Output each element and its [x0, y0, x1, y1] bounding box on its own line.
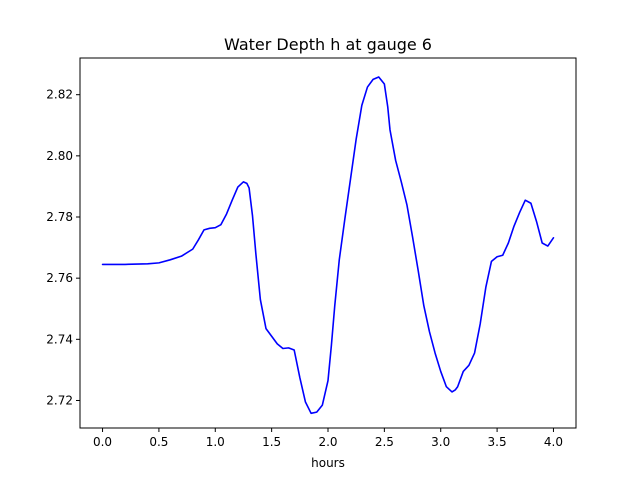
x-tick-label: 1.0: [206, 435, 225, 449]
x-tick-label: 2.0: [318, 435, 337, 449]
y-tick-label: 2.78: [46, 210, 73, 224]
plot-content: [101, 76, 555, 415]
plot-frame: [79, 57, 577, 429]
x-tick-label: 2.5: [375, 435, 394, 449]
y-tick-label: 2.76: [46, 271, 73, 285]
x-axis-label: hours: [311, 456, 345, 470]
y-tick-label: 2.74: [46, 332, 73, 346]
x-tick-label: 1.5: [262, 435, 281, 449]
y-tick-label: 2.80: [46, 149, 73, 163]
x-tick-label: 3.0: [431, 435, 450, 449]
chart-title: Water Depth h at gauge 6: [224, 35, 432, 54]
x-tick-label: 0.0: [93, 435, 112, 449]
y-axis: 2.72 2.74 2.76 2.78 2.80 2.82: [46, 88, 80, 407]
x-tick-label: 0.5: [149, 435, 168, 449]
x-axis: 0.0 0.5 1.0 1.5 2.0 2.5 3.0 3.5 4.0: [93, 428, 563, 449]
x-tick-label: 4.0: [544, 435, 563, 449]
x-tick-label: 3.5: [488, 435, 507, 449]
y-tick-label: 2.82: [46, 88, 73, 102]
series-line-0: [101, 76, 555, 415]
y-tick-label: 2.72: [46, 393, 73, 407]
